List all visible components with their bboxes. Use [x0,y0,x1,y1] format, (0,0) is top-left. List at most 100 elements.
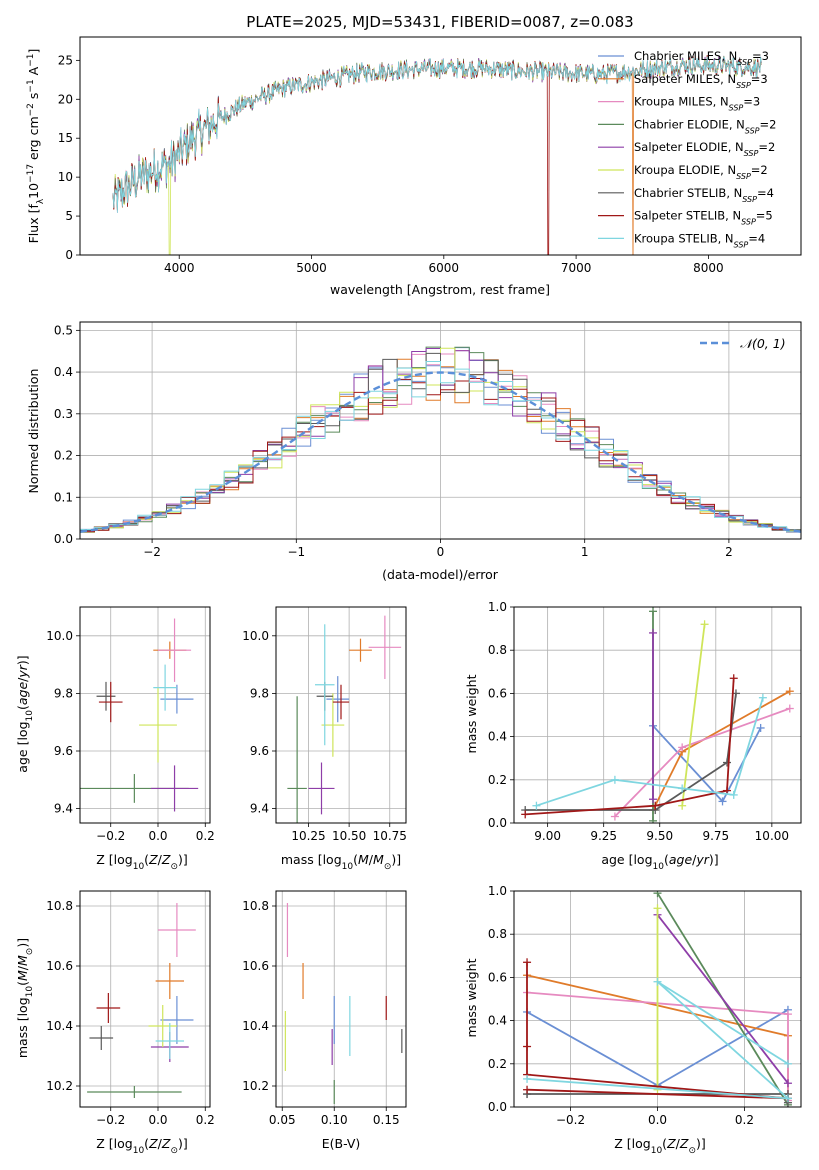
spectrum-xtick-label: 6000 [429,261,460,275]
weight-vs-age-series-line [614,707,791,818]
weight-vs-Z-series-line [656,914,789,1084]
weight-vs-Z-ytick-label: 0.4 [488,1014,507,1028]
residual-frame [79,321,802,540]
weight-vs-Z-ytick-label: 1.0 [488,884,507,898]
spectrum-ytick-label: 25 [58,53,73,67]
age-vs-mass-xtick-label: 10.25 [291,829,325,843]
weight-vs-age-ytick-label: 0.4 [488,730,507,744]
legend-label: Chabrier ELODIE, NSSP=2 [634,117,776,135]
weight-vs-age-ytick-label: 0.2 [488,773,507,787]
residual-ytick-label: 0.5 [54,323,73,337]
mass-vs-EBV-xtick-label: 0.05 [269,1113,296,1127]
age-vs-mass-ytick-label: 9.8 [250,686,269,700]
weight-vs-age-frame [513,606,802,824]
weight-vs-Z-xlabel: Z [log10(Z/Z⊙)] [614,1136,706,1156]
weight-vs-Z-frame [513,890,802,1108]
weight-vs-Z-ytick-label: 0.8 [488,927,507,941]
age-vs-Z-ytick-label: 9.4 [54,802,73,816]
mass-vs-Z-ytick-label: 10.6 [46,959,73,973]
mass-vs-EBV-plot-area [284,903,403,1104]
mass-vs-Z-xtick-label: 0.0 [148,1113,167,1127]
mass-vs-Z-xtick-label: −0.2 [96,1113,125,1127]
spectrum-xtick-label: 5000 [296,261,327,275]
mass-vs-EBV-xtick-label: 0.10 [321,1113,348,1127]
age-vs-Z-ytick-label: 9.6 [54,744,73,758]
mass-vs-Z-frame [79,890,211,1108]
age-vs-Z-xtick-label: −0.2 [96,829,125,843]
normal-legend-label: 𝒩(0, 1) [740,336,786,351]
mass-vs-Z-ylabel: mass [log10(M/M⊙)] [15,938,35,1058]
residual-ytick-label: 0.0 [54,532,73,546]
mass-vs-EBV-plot: E(B-V) [322,1136,361,1151]
age-vs-mass-ytick-label: 9.6 [250,744,269,758]
age-vs-Z-xtick-label: 0.0 [148,829,167,843]
legend-label: Kroupa ELODIE, NSSP=2 [634,163,768,181]
age-vs-Z-axes: −0.2 0.0 0.2 9.4 9.6 9.8 10.0 [46,607,215,843]
spectrum-ytick-label: 20 [58,92,73,106]
weight-vs-age-ytick-label: 0.8 [488,643,507,657]
spectrum-ytick-label: 5 [65,209,73,223]
mass-vs-EBV-ytick-label: 10.6 [242,959,269,973]
mass-vs-EBV-ytick-label: 10.4 [242,1019,269,1033]
legend-label: Salpeter STELIB, NSSP=5 [634,209,773,227]
weight-vs-age-ylabel: mass weight [464,674,479,753]
residual-xtick-label: 2 [725,545,733,559]
weight-vs-Z-ytick-label: 0.0 [488,1100,507,1114]
weight-vs-age-xtick-label: 9.75 [702,829,729,843]
age-vs-Z-xtick-label: 0.2 [196,829,215,843]
mass-vs-EBV-xlabel: E(B-V) [322,1136,361,1151]
age-vs-mass-plot-area [287,615,402,823]
residual-ytick-label: 0.1 [54,490,73,504]
weight-vs-age-axes: 9.00 9.25 9.50 9.75 10.00 0.0 0.2 0.4 0.6 0.8 1.0 [488,600,801,843]
age-vs-mass-plot: mass [log10(M/M⊙)] [281,852,401,872]
age-vs-Z-xlabel: Z [log10(Z/Z⊙)] [96,852,188,872]
age-vs-Z-ylabel: age [log10(age/yr)] [15,655,35,772]
legend-label: Chabrier STELIB, NSSP=4 [634,186,774,204]
weight-vs-age-ytick-label: 1.0 [488,600,507,614]
mass-vs-EBV-xtick-label: 0.15 [373,1113,400,1127]
weight-vs-Z-xtick-label: 0.2 [735,1113,754,1127]
spectrum-plot-area [112,55,762,255]
legend-label: Salpeter MILES, NSSP=3 [634,72,768,90]
age-vs-mass-frame [275,606,407,824]
spectrum-frame [79,36,802,256]
age-vs-mass-axes: 10.25 10.50 10.75 9.4 9.6 9.8 10.0 [242,607,407,843]
residual-plot-area [80,346,801,539]
weight-vs-Z-ytick-label: 0.6 [488,970,507,984]
weight-vs-Z-ylabel: mass weight [464,958,479,1037]
mass-vs-EBV-ytick-label: 10.2 [242,1079,269,1093]
residual-ytick-label: 0.4 [54,365,73,379]
mass-vs-Z-xtick-label: 0.2 [196,1113,215,1127]
residual-ytick-label: 0.3 [54,407,73,421]
weight-vs-Z-series-line [526,980,791,1100]
spectrum-axes: 4000 5000 6000 7000 8000 0 5 10 15 20 25 [58,53,724,275]
spectrum-ylabel: Flux [fλ10−17 erg cm−2 s−1 A−1] [26,49,46,244]
spectrum-line [112,56,762,213]
residual-xtick-label: 1 [581,545,589,559]
age-vs-mass-xlabel: mass [log10(M/M⊙)] [281,852,401,872]
residual-xtick-label: −1 [287,545,305,559]
weight-vs-age-ytick-label: 0.0 [488,816,507,830]
weight-vs-age-xtick-label: 10.00 [755,829,789,843]
weight-vs-Z-ytick-label: 0.2 [488,1057,507,1071]
residual-histogram [80,378,801,539]
spectrum-xtick-label: 4000 [164,261,195,275]
mass-vs-Z-ytick-label: 10.2 [46,1079,73,1093]
weight-vs-age-ytick-label: 0.6 [488,686,507,700]
spectrum-xlabel: wavelength [Angstrom, rest frame] [330,282,550,297]
residual-axes: −2 −1 0 1 2 0.0 0.1 0.2 0.3 0.4 0.5 [54,322,801,559]
age-vs-mass-ytick-label: 10.0 [242,629,269,643]
spectrum-xtick-label: 7000 [561,261,592,275]
spectrum-ytick-label: 10 [58,170,73,184]
age-vs-mass-ytick-label: 9.4 [250,802,269,816]
mass-vs-EBV-axes: 0.05 0.10 0.15 10.2 10.4 10.6 10.8 [242,891,406,1127]
weight-vs-age-xtick-label: 9.50 [646,829,673,843]
age-vs-mass-xtick-label: 10.75 [373,829,407,843]
age-vs-Z-ytick-label: 9.8 [54,686,73,700]
residual-ytick-label: 0.2 [54,449,73,463]
spectrum-xtick-label: 8000 [693,261,724,275]
weight-vs-age-series-line [525,678,735,816]
age-vs-Z-frame [79,606,211,824]
figure-title: PLATE=2025, MJD=53431, FIBERID=0087, z=0… [246,13,633,31]
mass-vs-Z-ytick-label: 10.4 [46,1019,73,1033]
